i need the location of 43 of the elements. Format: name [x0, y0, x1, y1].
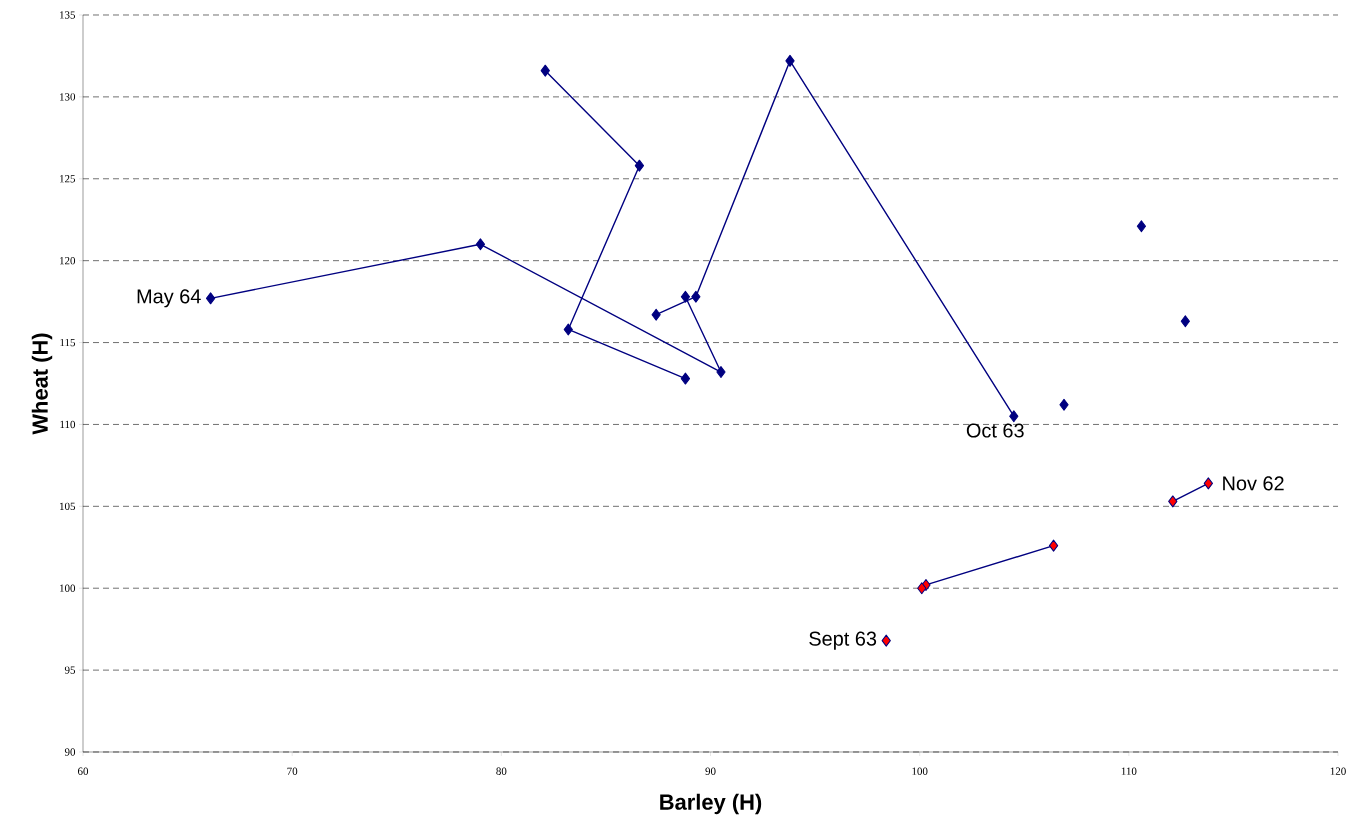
x-tick-label: 90	[705, 767, 716, 775]
point	[540, 64, 550, 77]
x-tick-label: 80	[496, 767, 507, 775]
annotation: Sept 63	[809, 631, 877, 650]
y-tick-label: 105	[60, 502, 76, 511]
x-tick-label: 70	[287, 767, 298, 775]
y-tick-label: 115	[60, 338, 76, 347]
point	[563, 323, 573, 336]
y-tick-label: 100	[60, 584, 76, 592]
point	[716, 366, 726, 379]
point	[881, 634, 891, 647]
point	[691, 290, 701, 303]
annotation: Nov 62	[1223, 476, 1284, 491]
point	[680, 290, 691, 303]
y-axis-title: Wheat (H)	[31, 333, 53, 435]
annotation: Oct 63	[966, 423, 1024, 438]
point	[651, 308, 661, 321]
x-tick-label: 100	[912, 767, 928, 775]
point	[917, 582, 927, 595]
y-tick-label: 120	[60, 256, 76, 265]
point	[1203, 477, 1213, 490]
point	[785, 54, 795, 67]
x-axis-title: Barley (H)	[660, 793, 762, 815]
point	[634, 159, 645, 172]
point	[475, 238, 486, 251]
y-tick-label: 90	[64, 748, 76, 756]
x-tick-label: 110	[1121, 767, 1137, 775]
point	[1180, 315, 1190, 328]
y-tick-label: 95	[64, 666, 76, 674]
point	[1048, 539, 1059, 552]
point	[1009, 410, 1019, 423]
y-tick-label: 130	[60, 93, 76, 101]
y-tick-label: 125	[60, 175, 76, 183]
point	[1059, 398, 1069, 411]
x-tick-label: 60	[77, 767, 89, 775]
point	[205, 292, 216, 305]
annotation: May 64	[137, 289, 201, 308]
point	[1136, 220, 1147, 233]
y-tick-label: 135	[60, 11, 76, 19]
point	[680, 372, 691, 385]
x-tick-label: 120	[1330, 767, 1346, 775]
point	[1168, 495, 1178, 508]
y-tick-label: 110	[60, 420, 76, 429]
